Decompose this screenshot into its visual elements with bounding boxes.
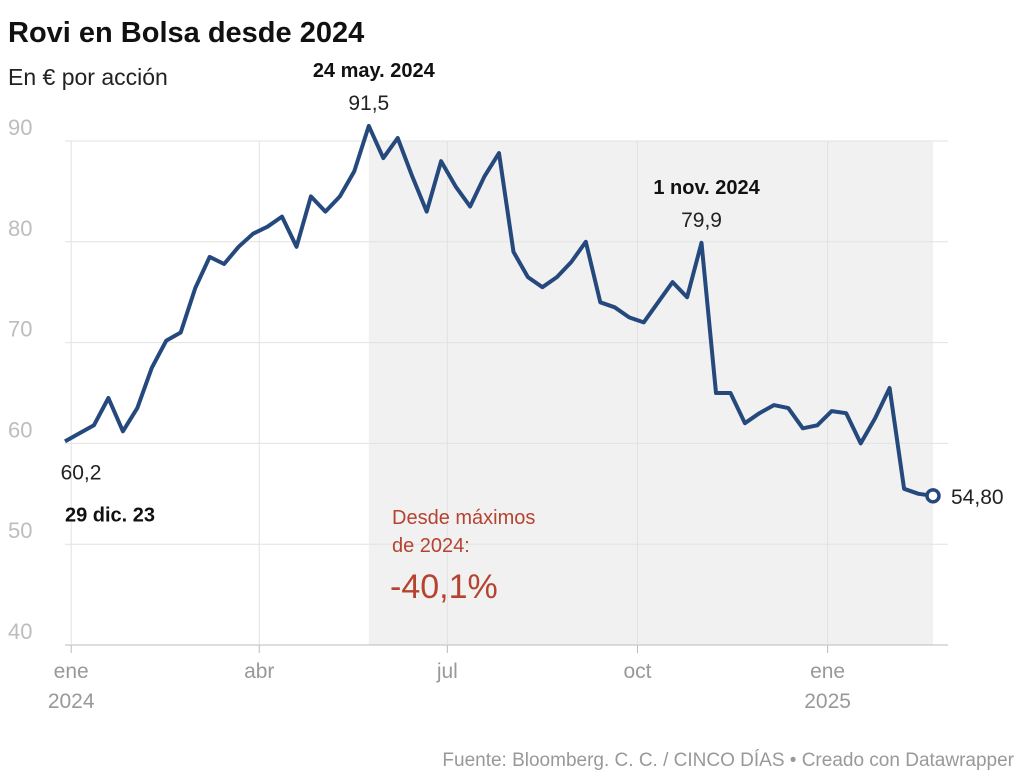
annotation: 29 dic. 23 — [65, 504, 155, 526]
x-tick-label: abr — [244, 660, 274, 683]
highlight-region — [368, 141, 933, 645]
x-tick-year: 2024 — [48, 690, 95, 713]
end-marker — [925, 488, 941, 504]
x-tick-label: ene — [810, 660, 845, 683]
y-tick-label: 80 — [8, 216, 32, 241]
source: Fuente: Bloomberg. C. C. / CINCO DÍAS • … — [442, 750, 1014, 771]
value-label: 54,80 — [951, 486, 1004, 509]
y-tick-label: 90 — [8, 115, 32, 140]
chart-title: Rovi en Bolsa desde 2024 — [8, 17, 364, 49]
value-label: 91,5 — [348, 92, 389, 115]
y-tick-label: 70 — [8, 317, 32, 342]
callout-text: Desde máximos — [392, 507, 535, 529]
y-tick-label: 40 — [8, 619, 32, 644]
y-tick-label: 60 — [8, 417, 32, 442]
annotation: 1 nov. 2024 — [653, 177, 760, 199]
annotation: 24 may. 2024 — [313, 60, 436, 82]
callout-text: de 2024: — [392, 535, 470, 557]
value-label: 60,2 — [61, 461, 102, 484]
y-tick-label: 50 — [8, 518, 32, 543]
chart-subtitle: En € por acción — [8, 64, 168, 90]
x-tick-label: ene — [54, 660, 89, 683]
value-label: 79,9 — [681, 209, 722, 232]
callout-value: -40,1% — [390, 568, 498, 606]
line — [64, 123, 934, 498]
x-tick-year: 2025 — [804, 690, 851, 713]
x-tick-label: jul — [436, 660, 458, 683]
x-tick-label: oct — [623, 660, 651, 683]
